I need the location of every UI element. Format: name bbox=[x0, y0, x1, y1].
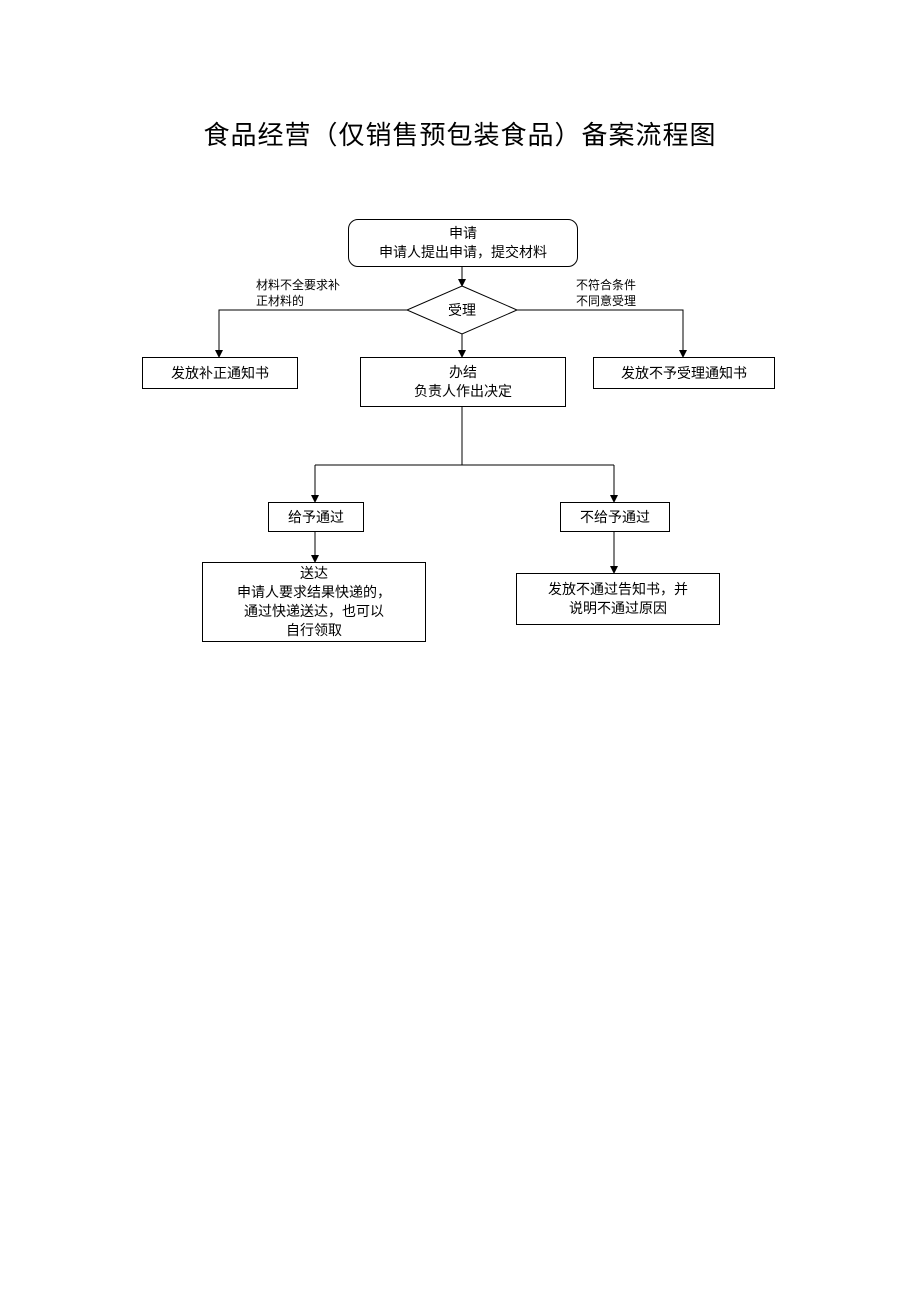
node-deliver-l2: 申请人要求结果快递的， bbox=[237, 583, 391, 602]
node-deliver: 送达 申请人要求结果快递的， 通过快递送达，也可以 自行领取 bbox=[202, 562, 426, 642]
node-apply-l1: 申请 bbox=[449, 224, 477, 243]
node-apply-l2: 申请人提出申请，提交材料 bbox=[379, 243, 547, 262]
flow-edge bbox=[219, 310, 407, 357]
node-apply: 申请 申请人提出申请，提交材料 bbox=[348, 219, 578, 267]
node-reject-notice-l2: 说明不通过原因 bbox=[569, 599, 667, 618]
flowchart-canvas: 受理 bbox=[0, 0, 920, 1301]
node-issue-reject-accept: 发放不予受理通知书 bbox=[593, 357, 775, 389]
node-reject-notice: 发放不通过告知书，并 说明不通过原因 bbox=[516, 573, 720, 625]
node-deliver-l4: 自行领取 bbox=[286, 621, 342, 640]
node-deliver-l3: 通过快递送达，也可以 bbox=[244, 602, 384, 621]
node-issue-correction-l1: 发放补正通知书 bbox=[171, 364, 269, 383]
node-reject-notice-l1: 发放不通过告知书，并 bbox=[548, 580, 688, 599]
flow-edge bbox=[517, 310, 683, 357]
node-issue-reject-accept-l1: 发放不予受理通知书 bbox=[621, 364, 747, 383]
node-nopass-l1: 不给予通过 bbox=[580, 508, 650, 527]
node-accept-label: 受理 bbox=[448, 302, 476, 318]
node-complete-l1: 办结 bbox=[449, 363, 477, 382]
node-pass-l1: 给予通过 bbox=[288, 508, 344, 527]
node-complete-l2: 负责人作出决定 bbox=[414, 382, 512, 401]
edge-label-not-qualified: 不符合条件 不同意受理 bbox=[576, 278, 636, 309]
node-deliver-l1: 送达 bbox=[300, 564, 328, 583]
page: 食品经营（仅销售预包装食品）备案流程图 受理 申请 申请人提出申请，提交材料 发… bbox=[0, 0, 920, 1301]
node-complete: 办结 负责人作出决定 bbox=[360, 357, 566, 407]
edge-label-incomplete: 材料不全要求补 正材料的 bbox=[256, 278, 340, 309]
node-issue-correction: 发放补正通知书 bbox=[142, 357, 298, 389]
node-pass: 给予通过 bbox=[268, 502, 364, 532]
node-nopass: 不给予通过 bbox=[560, 502, 670, 532]
